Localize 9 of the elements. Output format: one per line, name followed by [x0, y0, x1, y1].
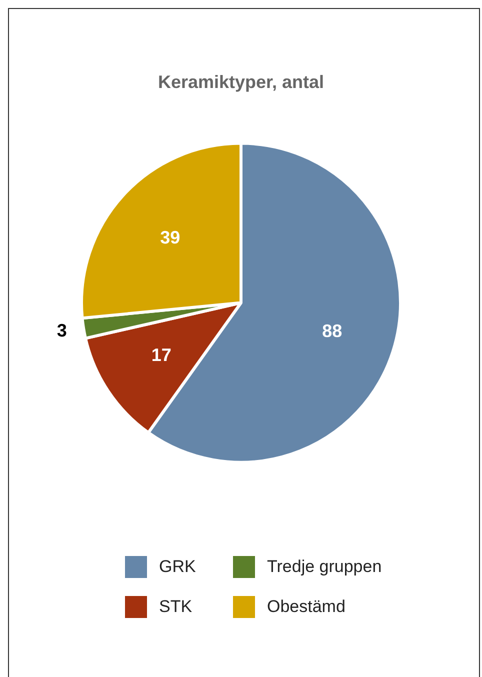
legend-label: Tredje gruppen [267, 557, 382, 577]
legend-label: GRK [159, 557, 196, 577]
data-label: 17 [151, 344, 172, 365]
legend-label: Obestämd [267, 597, 346, 617]
data-label: 88 [322, 320, 342, 341]
data-label: 3 [56, 320, 67, 341]
chart-title: Keramiktyper, antal [158, 72, 324, 92]
legend-label: STK [159, 597, 192, 617]
data-label: 39 [160, 227, 180, 248]
